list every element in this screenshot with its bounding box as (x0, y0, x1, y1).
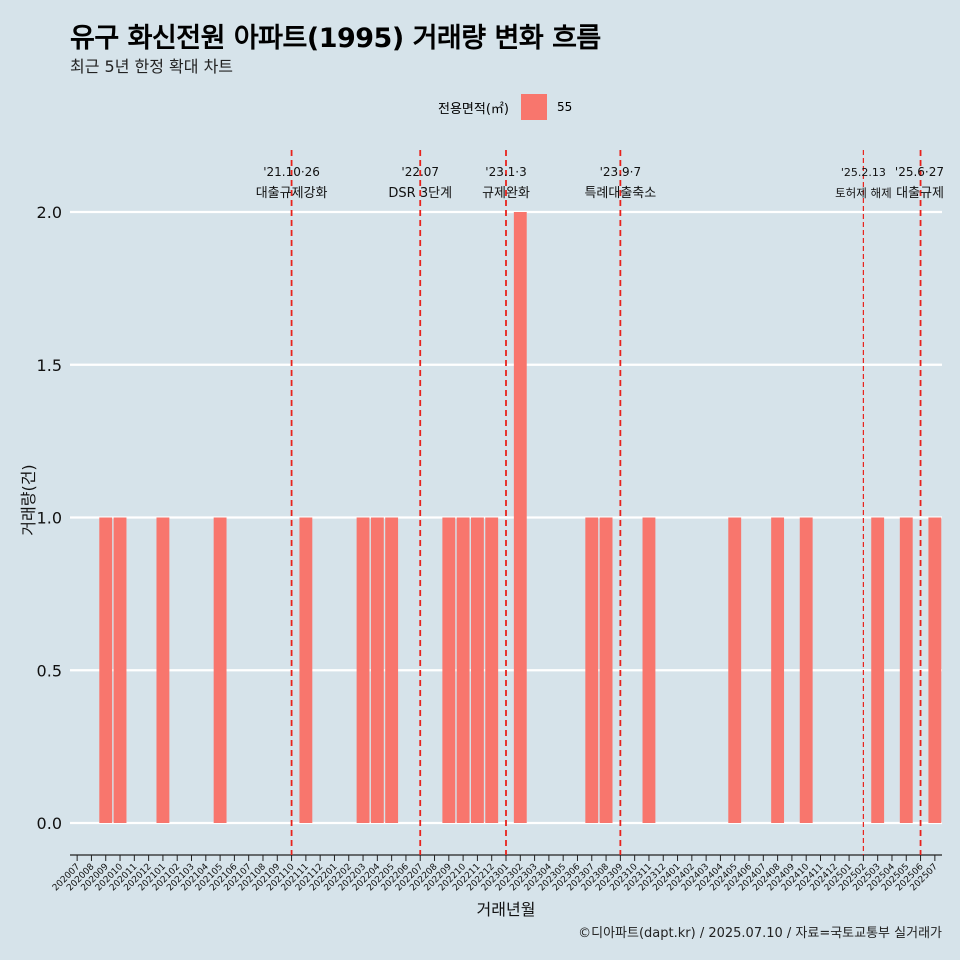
y-tick-label: 1.5 (37, 356, 62, 375)
legend-title: 전용면적(㎡) (438, 101, 509, 117)
bar (771, 517, 785, 823)
event-date-label: '25.6·27 (895, 165, 944, 179)
event-name-label: DSR 3단계 (388, 186, 452, 201)
bar (385, 517, 399, 823)
bar (513, 212, 527, 823)
bar (213, 517, 227, 823)
x-axis-title: 거래년월 (477, 900, 536, 919)
y-axis-title: 거래량(건) (19, 464, 38, 535)
bar (585, 517, 599, 823)
y-tick-label: 0.0 (37, 814, 62, 833)
event-date-label: '25.2.13 (841, 166, 886, 179)
bar (928, 517, 942, 823)
chart-subtitle: 최근 5년 한정 확대 차트 (70, 57, 234, 76)
bar (642, 517, 656, 823)
event-date-label: '23.1·3 (485, 165, 526, 179)
y-tick-label: 0.5 (37, 661, 62, 680)
bar (456, 517, 470, 823)
event-name-label: 대출규제 (896, 186, 944, 201)
event-date-label: '21.10·26 (263, 165, 320, 179)
bar (728, 517, 742, 823)
event-name-label: 대출규제강화 (256, 186, 328, 201)
y-tick-label: 2.0 (37, 203, 62, 222)
bar (442, 517, 456, 823)
bar (156, 517, 170, 823)
event-date-label: '23.9·7 (600, 165, 641, 179)
bar (113, 517, 127, 823)
bar (470, 517, 484, 823)
event-name-label: 규제완화 (482, 186, 530, 201)
bar (299, 517, 313, 823)
chart-title: 유구 화신전원 아파트(1995) 거래량 변화 흐름 (70, 23, 601, 54)
bar (899, 517, 913, 823)
bar (356, 517, 370, 823)
bar (599, 517, 613, 823)
bar (485, 517, 499, 823)
event-name-label: 특례대출축소 (584, 186, 656, 201)
legend-swatch (520, 94, 547, 120)
legend-label: 55 (556, 100, 573, 114)
bar (99, 517, 113, 823)
y-tick-label: 1.0 (37, 509, 62, 528)
bar (370, 517, 384, 823)
bar (871, 517, 885, 823)
event-date-label: '22.07 (401, 165, 439, 179)
source-caption: ©디아파트(dapt.kr) / 2025.07.10 / 자료=국토교통부 실… (578, 926, 942, 941)
event-name-label: 토허제 해제 (835, 186, 892, 200)
bar (799, 517, 813, 823)
legend: 전용면적(㎡) 55 (438, 94, 572, 120)
